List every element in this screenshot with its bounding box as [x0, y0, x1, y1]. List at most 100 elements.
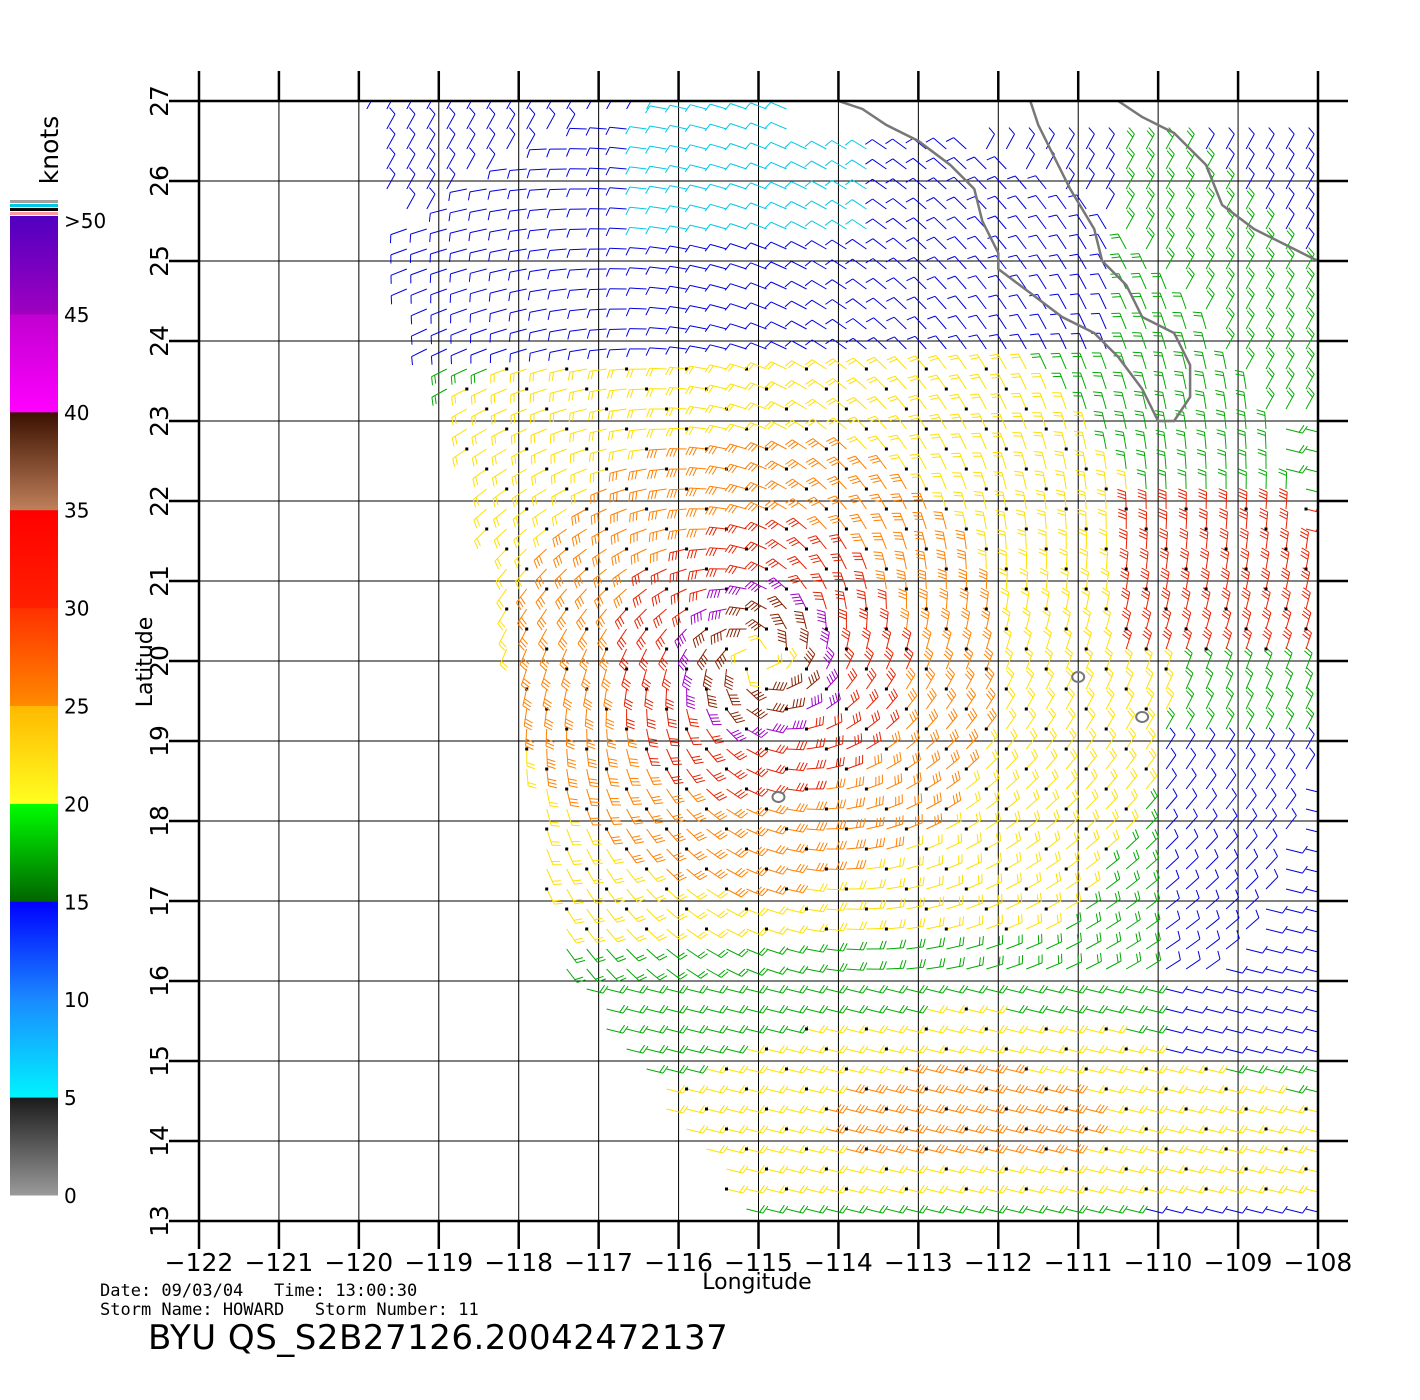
wind-barb: [846, 697, 860, 710]
wind-barb: [1245, 917, 1260, 930]
wind-barb: [682, 668, 688, 686]
wind-barb: [750, 501, 767, 510]
wind-barb: [1245, 193, 1255, 210]
wind-barb: [670, 588, 687, 597]
wind-barb: [892, 237, 907, 250]
wind-barb: [1035, 175, 1047, 190]
wind-barb: [977, 393, 987, 410]
wind-barb: [709, 465, 727, 470]
wind-barb: [1146, 1048, 1163, 1054]
wind-barb: [811, 240, 827, 250]
wind-barb: [811, 200, 827, 210]
wind-barb: [746, 1068, 764, 1074]
wind-barb: [945, 632, 952, 650]
wind-barb: [885, 674, 896, 690]
wind-barb: [1006, 1128, 1023, 1134]
wind-barb: [925, 716, 939, 730]
wind-barb: [786, 1208, 804, 1214]
wind-barb: [630, 508, 647, 515]
wind-barb: [826, 721, 843, 730]
wind-barb: [1065, 920, 1082, 930]
wind-barb: [837, 534, 847, 550]
wind-barb: [546, 748, 548, 767]
wind-barb: [1205, 1188, 1223, 1194]
wind-barb: [1006, 1108, 1023, 1114]
wind-barb: [666, 1008, 684, 1014]
wind-barb: [1165, 795, 1178, 810]
wind-barb: [985, 612, 991, 630]
wind-barb: [1225, 333, 1235, 350]
wind-barb: [1015, 195, 1027, 210]
wind-barb: [1165, 938, 1181, 950]
wind-barb: [898, 493, 907, 510]
wind-barb: [549, 268, 567, 272]
wind-barb: [1165, 173, 1175, 190]
wind-barb: [771, 519, 787, 530]
wind-barb: [549, 328, 567, 333]
wind-barb: [1182, 372, 1187, 390]
wind-barb: [1205, 815, 1218, 830]
wind-barb: [1245, 1128, 1263, 1134]
wind-barb: [999, 432, 1007, 450]
wind-barb: [649, 105, 667, 110]
wind-barb: [450, 188, 467, 193]
wind-barb: [826, 786, 844, 790]
wind-barb: [886, 844, 904, 850]
wind-barb: [566, 848, 575, 865]
wind-barb: [570, 448, 587, 455]
wind-barb: [646, 868, 659, 883]
wind-barb: [806, 1068, 824, 1074]
wind-barb: [650, 568, 667, 577]
wind-barb: [1265, 774, 1277, 790]
wind-barb: [1245, 876, 1259, 890]
wind-barb: [1046, 1068, 1063, 1074]
wind-barb: [1305, 948, 1318, 953]
wind-barb: [1265, 293, 1275, 310]
wind-barb: [831, 160, 847, 170]
wind-barb: [1225, 273, 1235, 290]
wind-barb: [1125, 153, 1135, 170]
wind-barb: [1305, 273, 1315, 290]
wind-barb: [1245, 713, 1255, 730]
wind-barb: [709, 364, 727, 370]
wind-barb: [730, 383, 747, 390]
wind-barb: [730, 303, 747, 310]
wind-barb: [816, 554, 827, 570]
wind-barb: [1025, 653, 1034, 670]
colorbar-title: knots: [35, 116, 64, 184]
wind-barb: [886, 1168, 904, 1174]
wind-barb: [649, 306, 667, 310]
wind-barb: [975, 275, 987, 290]
wind-barb: [649, 468, 667, 472]
map-axes: −122 −121 −120 −119 −118 −117 −116 −115 −114 −113…: [133, 71, 1352, 1295]
wind-barb: [1165, 857, 1179, 870]
wind-barb: [786, 948, 804, 954]
wind-barb: [886, 1088, 904, 1094]
wind-barb: [746, 668, 751, 686]
wind-barb: [1165, 652, 1173, 670]
wind-barb: [606, 1028, 624, 1034]
wind-barb: [566, 113, 576, 130]
wind-barb: [1185, 1008, 1203, 1014]
wind-barb: [1045, 551, 1048, 570]
wind-barb: [1106, 1088, 1123, 1094]
wind-barb: [1185, 775, 1197, 790]
wind-barb: [529, 288, 547, 293]
wind-barb: [966, 1128, 983, 1134]
wind-barb: [770, 161, 787, 170]
wind-barb: [999, 413, 1007, 430]
wind-barb: [613, 588, 627, 601]
wind-barb: [1125, 632, 1132, 650]
wind-barb: [840, 572, 847, 590]
wind-barb: [906, 1168, 924, 1174]
wind-barb: [1223, 392, 1227, 410]
wind-barb: [511, 428, 527, 437]
wind-barb: [1285, 193, 1295, 210]
wind-barb: [1105, 592, 1111, 610]
wind-barb: [529, 268, 547, 272]
wind-barb: [390, 248, 407, 256]
wind-barb: [1065, 693, 1075, 710]
wind-barb: [1245, 968, 1263, 974]
wind-barb: [1265, 856, 1278, 870]
wind-barb: [746, 868, 763, 877]
